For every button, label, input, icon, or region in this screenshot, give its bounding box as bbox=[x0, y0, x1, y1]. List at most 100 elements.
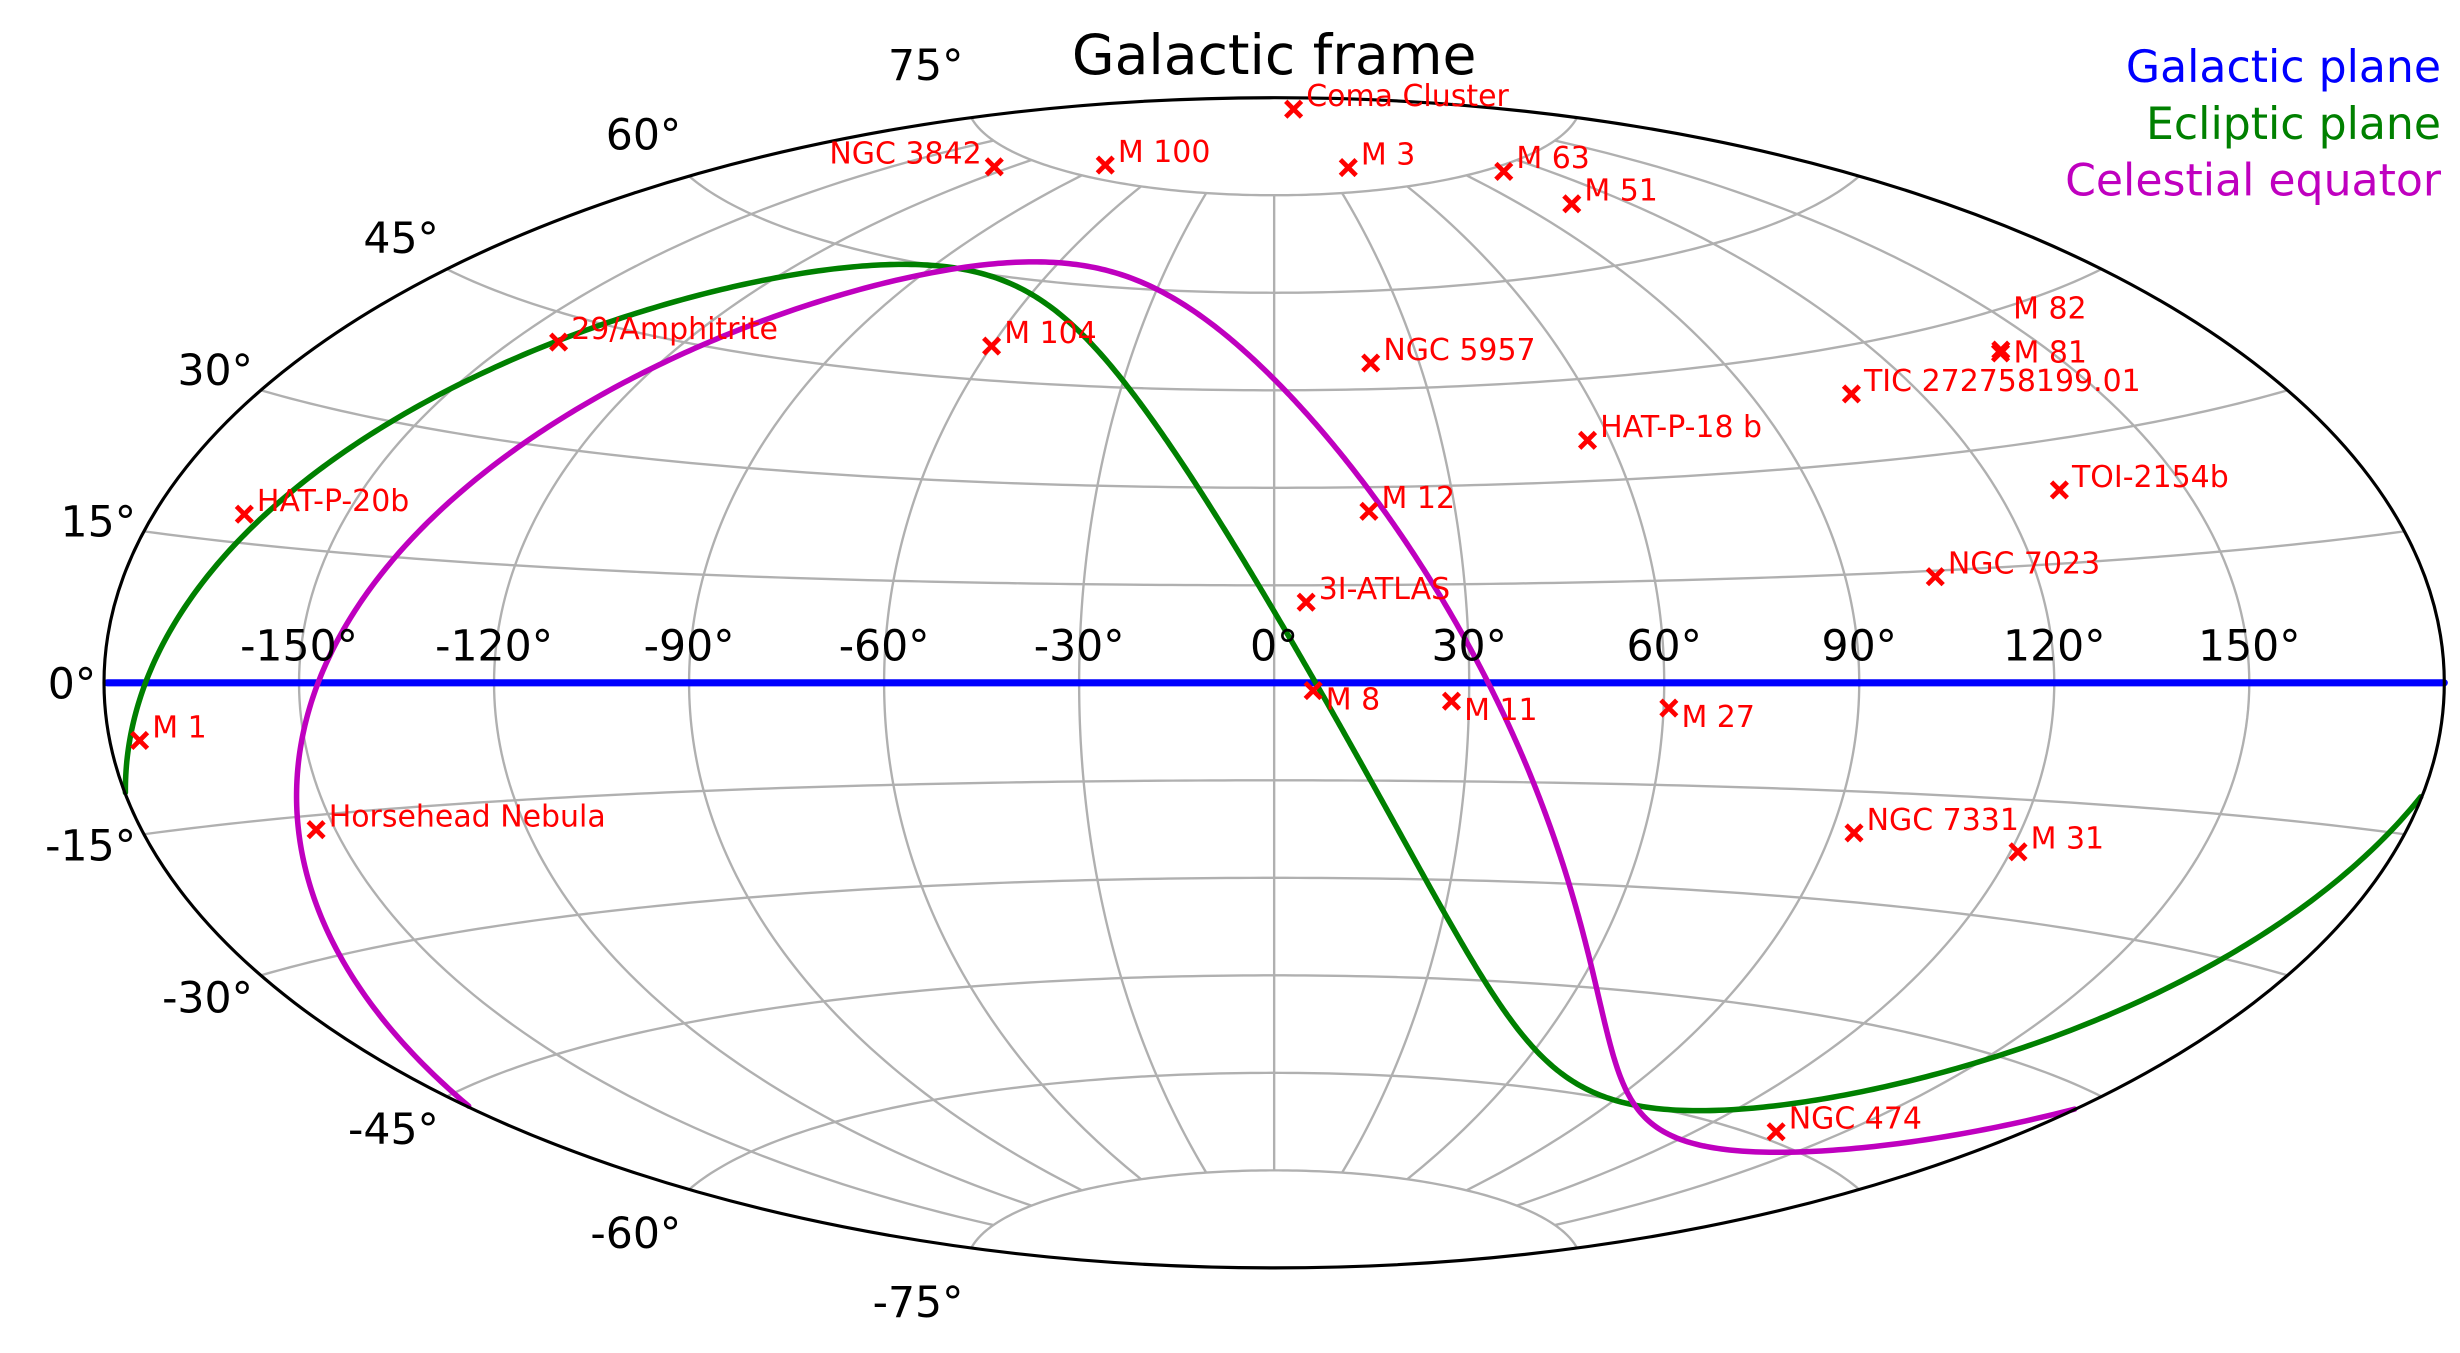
x-marker bbox=[1562, 194, 1582, 214]
object-label: 3I-ATLAS bbox=[1319, 572, 1450, 607]
curve-celestial-equator bbox=[1485, 680, 2078, 1156]
x-marker bbox=[1577, 430, 1598, 450]
object-label: NGC 3842 bbox=[829, 137, 981, 172]
object-marker: NGC 7023 bbox=[1925, 547, 2100, 587]
object-label: NGC 474 bbox=[1789, 1102, 1922, 1137]
object-marker: NGC 7331 bbox=[1844, 803, 2019, 843]
x-tick-label: 60° bbox=[1626, 622, 1701, 672]
legend: Galactic plane Ecliptic plane Celestial eq… bbox=[2065, 42, 2442, 207]
x-marker bbox=[1441, 691, 1462, 711]
object-marker: M 12 bbox=[1359, 481, 1455, 521]
object-label: M 82 bbox=[2013, 291, 2086, 326]
x-marker bbox=[2008, 842, 2028, 862]
x-marker bbox=[549, 332, 569, 352]
object-label: M 12 bbox=[1382, 481, 1455, 516]
object-marker: Horsehead Nebula bbox=[306, 800, 606, 840]
object-marker: NGC 5957 bbox=[1361, 333, 1536, 373]
object-marker: M 31 bbox=[2008, 822, 2104, 862]
object-label: M 51 bbox=[1584, 174, 1657, 209]
object-label: M 31 bbox=[2031, 822, 2104, 857]
x-marker bbox=[2049, 480, 2069, 500]
object-marker: M 11 bbox=[1441, 691, 1538, 728]
y-tick-label: 15° bbox=[61, 498, 136, 548]
object-marker: M 27 bbox=[1659, 698, 1755, 735]
object-label: 29/Amphitrite bbox=[571, 312, 778, 347]
y-tick-label: 30° bbox=[177, 346, 252, 396]
object-label: M 81 bbox=[2013, 336, 2086, 371]
parallel-gridline bbox=[970, 1169, 1579, 1249]
object-marker: M 104 bbox=[982, 316, 1097, 356]
x-marker bbox=[1361, 353, 1381, 373]
x-marker bbox=[1766, 1122, 1786, 1142]
y-tick-label: -45° bbox=[348, 1105, 439, 1155]
object-marker: 29/Amphitrite bbox=[549, 312, 778, 352]
object-label: HAT-P-20b bbox=[257, 484, 409, 519]
object-marker: M 1 bbox=[130, 710, 207, 751]
x-marker bbox=[982, 336, 1002, 356]
object-marker: M 8 bbox=[1303, 681, 1380, 718]
object-marker: Coma Cluster bbox=[1284, 79, 1510, 119]
object-marker: M 82 bbox=[1990, 291, 2087, 363]
x-marker bbox=[130, 730, 150, 751]
object-marker: NGC 474 bbox=[1766, 1102, 1922, 1142]
object-label: M 3 bbox=[1361, 137, 1415, 172]
y-tick-label: 75° bbox=[888, 41, 963, 91]
object-marker: M 3 bbox=[1338, 137, 1415, 178]
y-tick-label: 45° bbox=[363, 214, 438, 264]
x-tick-label: 90° bbox=[1822, 622, 1897, 672]
legend-entry: Ecliptic plane bbox=[2146, 99, 2441, 150]
x-marker bbox=[1844, 823, 1864, 843]
object-label: M 11 bbox=[1464, 693, 1537, 728]
x-tick-label: -150° bbox=[240, 622, 358, 672]
object-label: NGC 7023 bbox=[1948, 547, 2100, 582]
x-marker bbox=[1338, 157, 1358, 178]
x-tick-label: 150° bbox=[2198, 622, 2301, 672]
legend-entry: Galactic plane bbox=[2126, 42, 2441, 93]
y-tick-label: -75° bbox=[873, 1278, 964, 1328]
curve-ecliptic-plane bbox=[1312, 680, 2424, 1114]
x-marker bbox=[1296, 592, 1316, 612]
object-label: Coma Cluster bbox=[1306, 79, 1509, 114]
object-marker: HAT-P-20b bbox=[234, 484, 409, 524]
x-marker bbox=[1990, 343, 2011, 363]
object-label: M 8 bbox=[1326, 683, 1380, 718]
y-tick-label: 60° bbox=[606, 110, 681, 160]
object-label: TIC 272758199.01 bbox=[1863, 364, 2141, 399]
x-tick-label: 30° bbox=[1431, 622, 1506, 672]
x-marker bbox=[1659, 698, 1679, 718]
x-tick-label: -60° bbox=[839, 622, 930, 672]
object-label: M 63 bbox=[1516, 141, 1589, 176]
object-markers: Coma Cluster NGC 3842 M 100 M 3 M 63M 51 29/A… bbox=[130, 79, 2229, 1142]
object-marker: M 51 bbox=[1562, 174, 1658, 214]
object-marker: 3I-ATLAS bbox=[1296, 572, 1450, 612]
y-tick-label: -60° bbox=[590, 1209, 681, 1259]
plane-curves bbox=[103, 259, 2448, 1156]
object-label: M 100 bbox=[1118, 135, 1211, 170]
object-label: NGC 7331 bbox=[1867, 803, 2019, 838]
x-tick-label: 0° bbox=[1250, 622, 1298, 672]
object-marker: TOI-2154b bbox=[2049, 460, 2229, 500]
y-tick-label: -15° bbox=[45, 822, 136, 872]
x-tick-label: -30° bbox=[1034, 622, 1125, 672]
object-marker: M 63 bbox=[1494, 141, 1590, 181]
y-tick-label: 0° bbox=[48, 660, 96, 710]
object-marker: NGC 3842 bbox=[829, 137, 1004, 177]
x-tick-label: 120° bbox=[2003, 622, 2106, 672]
tick-labels: -150° -120° -90° -60° -30° 0° 30° 60° 90° 120° 150… bbox=[45, 41, 2300, 1328]
legend-entry: Celestial equator bbox=[2065, 156, 2442, 207]
object-label: M 104 bbox=[1004, 316, 1097, 351]
x-marker bbox=[1359, 501, 1379, 521]
x-marker bbox=[234, 504, 254, 524]
x-marker bbox=[1925, 567, 1945, 587]
x-marker bbox=[306, 820, 326, 840]
x-tick-label: -120° bbox=[435, 622, 553, 672]
projection-boundary bbox=[102, 96, 2446, 1270]
curve-celestial-equator bbox=[293, 259, 1491, 1109]
x-marker bbox=[1494, 161, 1514, 181]
x-tick-label: -90° bbox=[644, 622, 735, 672]
x-marker bbox=[984, 157, 1004, 177]
object-label: M 1 bbox=[152, 710, 206, 745]
object-marker: M 100 bbox=[1095, 135, 1211, 175]
x-marker bbox=[1303, 681, 1323, 701]
